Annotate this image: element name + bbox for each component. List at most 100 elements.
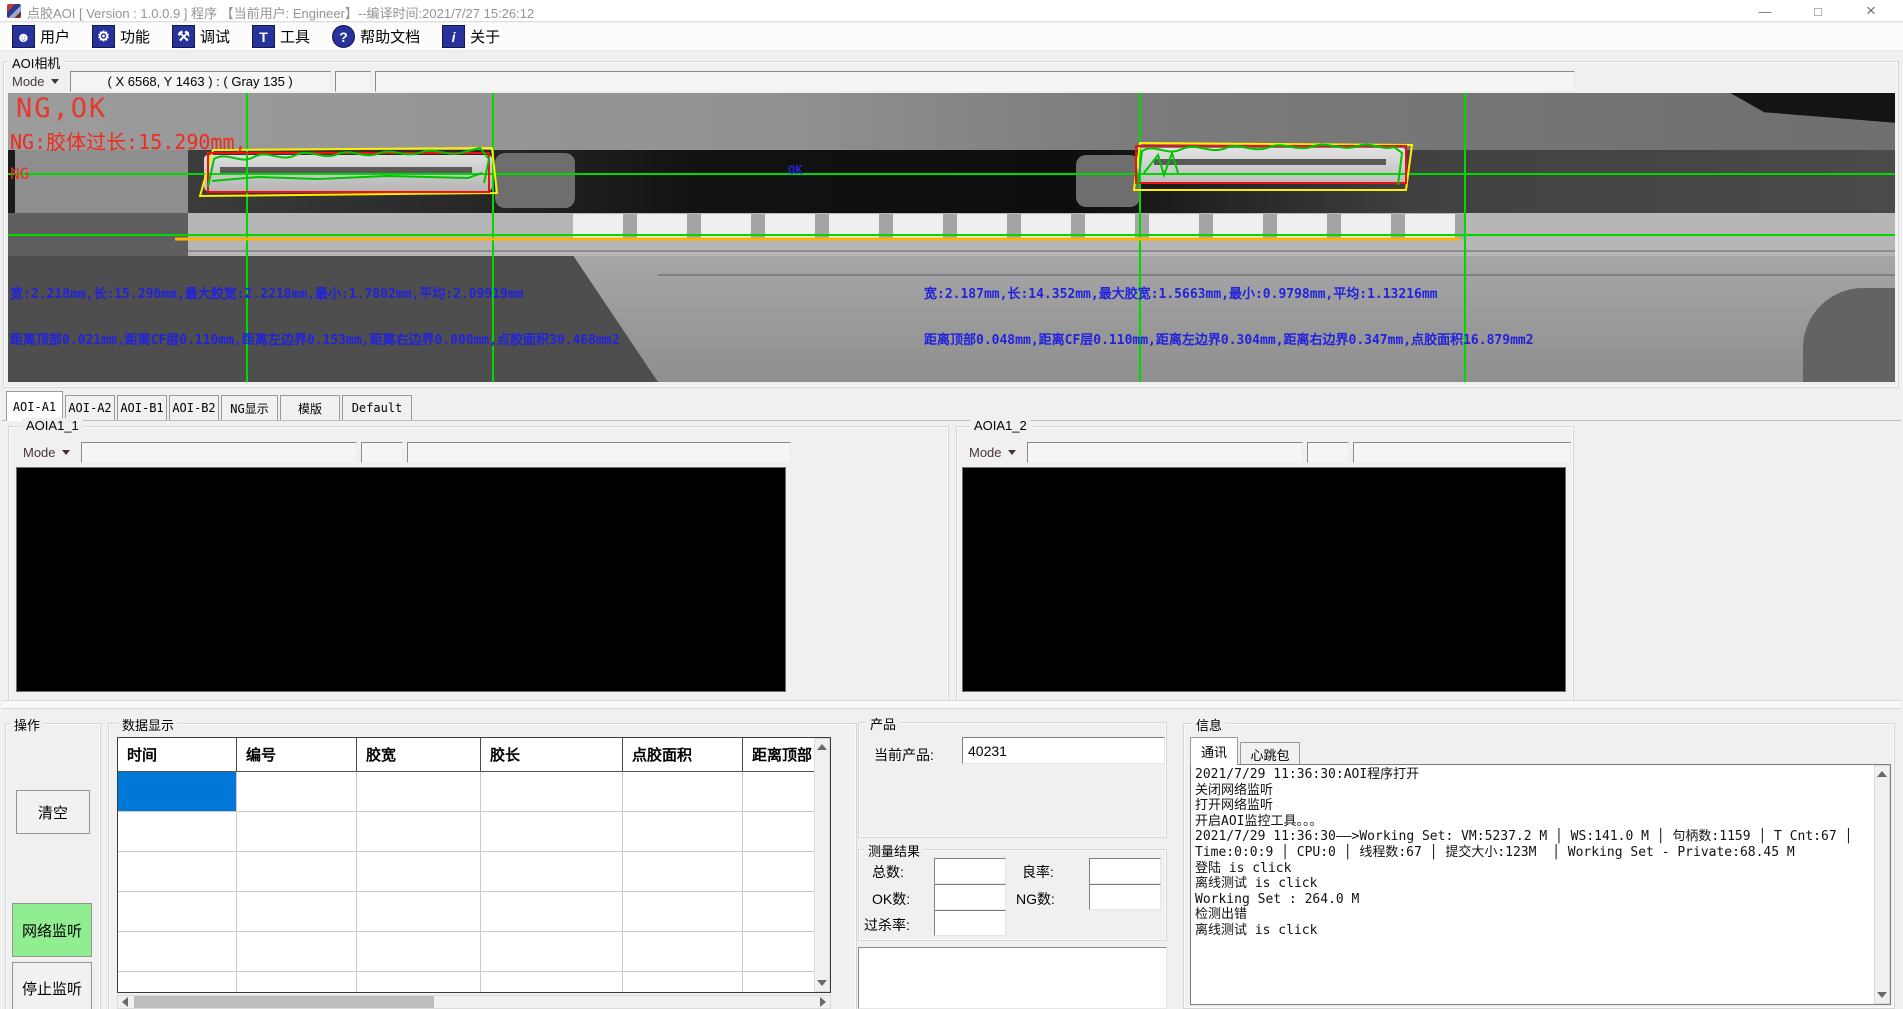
- column-header-glue-area[interactable]: 点胶面积: [623, 738, 743, 771]
- table-cell[interactable]: [357, 852, 481, 892]
- tab-communication[interactable]: 通讯: [1190, 737, 1238, 765]
- maximize-button[interactable]: □: [1814, 3, 1822, 19]
- total-field[interactable]: [934, 858, 1006, 884]
- table-row[interactable]: [118, 972, 815, 992]
- column-header-id[interactable]: 编号: [237, 738, 357, 771]
- table-cell[interactable]: [237, 972, 357, 992]
- stop-listen-button[interactable]: 停止监听: [12, 962, 92, 1009]
- table-cell[interactable]: [237, 812, 357, 852]
- tab-aoi-b1[interactable]: AOI-B1: [117, 395, 167, 420]
- camera-mode-dropdown[interactable]: Mode: [5, 71, 66, 92]
- scroll-down-icon[interactable]: [1877, 992, 1887, 998]
- yield-field[interactable]: [1089, 858, 1161, 884]
- column-header-distance-top[interactable]: 距离顶部: [743, 738, 815, 771]
- panel-left-image-canvas[interactable]: [16, 467, 786, 692]
- scroll-down-icon[interactable]: [817, 980, 827, 986]
- table-cell[interactable]: [481, 812, 623, 852]
- toolbar-button-debug[interactable]: ⚒ 调试: [165, 24, 237, 50]
- ok-count-field[interactable]: [934, 884, 1006, 910]
- log-output[interactable]: 2021/7/29 11:36:30:AOI程序打开 关闭网络监听 打开网络监听…: [1190, 764, 1891, 1005]
- table-cell[interactable]: [743, 852, 815, 892]
- table-cell[interactable]: [623, 852, 743, 892]
- panel-left-field-3[interactable]: [406, 442, 791, 463]
- camera-image[interactable]: NG,OK NG:胶体过长:15.290mm, NG OK 宽:2.218mm,…: [8, 93, 1895, 382]
- scroll-up-icon[interactable]: [817, 744, 827, 750]
- table-cell[interactable]: [357, 812, 481, 852]
- tab-template[interactable]: 模版: [280, 395, 340, 420]
- table-cell[interactable]: [357, 772, 481, 812]
- camera-field-wide[interactable]: [374, 71, 1575, 92]
- table-cell[interactable]: [118, 852, 237, 892]
- tab-default[interactable]: Default: [342, 395, 412, 420]
- panel-right-field-1[interactable]: [1026, 442, 1303, 463]
- table-cell[interactable]: [623, 772, 743, 812]
- column-header-time[interactable]: 时间: [118, 738, 237, 771]
- toolbar-button-about[interactable]: i 关于: [435, 24, 507, 50]
- clear-button[interactable]: 清空: [16, 790, 90, 834]
- table-cell[interactable]: [743, 772, 815, 812]
- table-cell[interactable]: [481, 772, 623, 812]
- tab-heartbeat[interactable]: 心跳包: [1240, 742, 1300, 765]
- panel-right-mode-dropdown[interactable]: Mode: [962, 442, 1023, 463]
- toolbar-button-tools[interactable]: T 工具: [245, 24, 317, 50]
- table-row[interactable]: [118, 852, 815, 892]
- toolbar-button-help[interactable]: ? 帮助文档: [325, 24, 427, 50]
- table-cell[interactable]: [481, 972, 623, 992]
- table-cell[interactable]: [237, 772, 357, 812]
- toolbar-button-function[interactable]: ⚙ 功能: [85, 24, 157, 50]
- table-vertical-scrollbar[interactable]: [814, 738, 830, 992]
- table-cell[interactable]: [743, 812, 815, 852]
- table-cell[interactable]: [481, 852, 623, 892]
- scroll-left-icon[interactable]: [122, 997, 128, 1007]
- table-cell[interactable]: [623, 892, 743, 932]
- table-cell[interactable]: [623, 932, 743, 972]
- table-cell[interactable]: [118, 972, 237, 992]
- panel-left-field-2[interactable]: [360, 442, 403, 463]
- minimize-button[interactable]: —: [1758, 3, 1772, 19]
- tab-ng-display[interactable]: NG显示: [221, 395, 278, 420]
- table-cell[interactable]: [118, 932, 237, 972]
- table-row[interactable]: [118, 772, 815, 812]
- tab-aoi-a2[interactable]: AOI-A2: [65, 395, 115, 420]
- scrollbar-thumb[interactable]: [134, 996, 434, 1008]
- table-cell[interactable]: [743, 972, 815, 992]
- panel-right-field-2[interactable]: [1306, 442, 1349, 463]
- table-horizontal-scrollbar[interactable]: [117, 995, 831, 1009]
- table-cell-selected[interactable]: [118, 772, 237, 812]
- table-cell[interactable]: [118, 812, 237, 852]
- table-cell[interactable]: [357, 892, 481, 932]
- overkill-field[interactable]: [934, 910, 1006, 936]
- table-cell[interactable]: [623, 812, 743, 852]
- log-vertical-scrollbar[interactable]: [1874, 765, 1890, 1004]
- table-cell[interactable]: [237, 892, 357, 932]
- table-cell[interactable]: [357, 972, 481, 992]
- table-cell[interactable]: [743, 932, 815, 972]
- table-cell[interactable]: [237, 852, 357, 892]
- table-row[interactable]: [118, 892, 815, 932]
- panel-left-field-1[interactable]: [80, 442, 357, 463]
- column-header-glue-length[interactable]: 胶长: [481, 738, 623, 771]
- ng-count-field[interactable]: [1089, 884, 1161, 910]
- table-cell[interactable]: [623, 972, 743, 992]
- table-cell[interactable]: [357, 932, 481, 972]
- table-cell[interactable]: [743, 892, 815, 932]
- scroll-right-icon[interactable]: [820, 997, 826, 1007]
- table-row[interactable]: [118, 812, 815, 852]
- close-button[interactable]: ×: [1866, 1, 1876, 20]
- tab-aoi-b2[interactable]: AOI-B2: [169, 395, 219, 420]
- table-row[interactable]: [118, 932, 815, 972]
- scroll-up-icon[interactable]: [1877, 771, 1887, 777]
- panel-right-image-canvas[interactable]: [962, 467, 1566, 692]
- current-product-field[interactable]: 40231: [962, 737, 1165, 764]
- camera-coordinate-readout[interactable]: ( X 6568, Y 1463 ) : ( Gray 135 ): [69, 71, 331, 92]
- network-listen-button[interactable]: 网络监听: [12, 903, 92, 957]
- panel-left-mode-dropdown[interactable]: Mode: [16, 442, 77, 463]
- tab-aoi-a1[interactable]: AOI-A1: [6, 391, 63, 421]
- panel-right-field-3[interactable]: [1352, 442, 1571, 463]
- table-cell[interactable]: [118, 892, 237, 932]
- table-cell[interactable]: [481, 932, 623, 972]
- notes-box[interactable]: [858, 947, 1167, 1009]
- table-cell[interactable]: [481, 892, 623, 932]
- column-header-glue-width[interactable]: 胶宽: [357, 738, 481, 771]
- table-cell[interactable]: [237, 932, 357, 972]
